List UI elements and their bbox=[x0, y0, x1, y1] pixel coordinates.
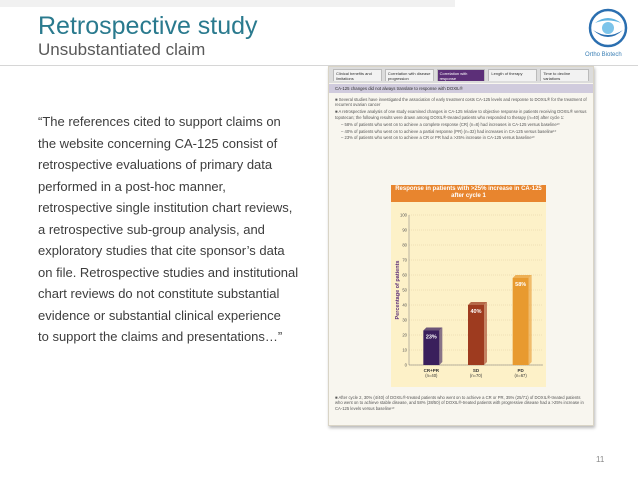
x-tick-label: PD bbox=[518, 368, 525, 373]
quote-line: chart reviews do not constitute substant… bbox=[38, 286, 280, 301]
website-footnote: ■ After cycle 2, 30% (4/40) of DOXIL®-tr… bbox=[335, 395, 584, 411]
body-bullet: ■ A retrospective analysis of one study … bbox=[335, 109, 587, 120]
bar-value-label: 23% bbox=[426, 335, 437, 341]
y-tick-label: 0 bbox=[405, 363, 408, 368]
y-tick-label: 10 bbox=[402, 348, 407, 353]
quote-line: evidence or substantial clinical experie… bbox=[38, 307, 281, 323]
y-tick-label: 30 bbox=[402, 318, 407, 323]
bar-top bbox=[512, 275, 532, 278]
slide-subtitle: Unsubstantiated claim bbox=[38, 40, 206, 59]
quote-line: a retrospective sub-group analysis, and bbox=[38, 221, 265, 237]
x-tick-sublabel: (n=40) bbox=[425, 373, 438, 378]
quote-line: on file. Retrospective studies and insti… bbox=[38, 264, 299, 280]
bar-side bbox=[528, 275, 532, 365]
x-tick-sublabel: (n=67) bbox=[515, 373, 528, 378]
tab-response: Correlation with response bbox=[436, 69, 486, 81]
x-tick-label: CR+PR bbox=[424, 368, 440, 373]
quote-line: performed in a post-hoc manner, bbox=[38, 178, 226, 194]
y-axis-label: Percentage of patients bbox=[395, 261, 401, 320]
company-logo-icon bbox=[588, 8, 628, 48]
website-screenshot: Clinical benefits and limitations Correl… bbox=[328, 66, 594, 426]
tab-clinical-benefits: Clinical benefits and limitations bbox=[333, 69, 382, 81]
y-tick-label: 20 bbox=[402, 333, 407, 338]
quote-text: “The references cited to support claims … bbox=[38, 111, 323, 348]
logo-wordmark: Ortho Biotech bbox=[585, 52, 622, 58]
bar-top bbox=[423, 327, 443, 331]
y-tick-label: 70 bbox=[402, 258, 407, 263]
quote-line: exploratory studies that cite sponsor’s … bbox=[38, 243, 285, 258]
y-tick-label: 40 bbox=[402, 303, 407, 308]
x-tick-sublabel: (n=70) bbox=[470, 373, 483, 378]
x-tick-label: SD bbox=[473, 368, 480, 373]
tab-disease-progression: Correlation with disease progression bbox=[384, 69, 434, 81]
website-tab-bar: Clinical benefits and limitations Correl… bbox=[329, 67, 593, 83]
chart-title: Response in patients with >25% increase … bbox=[391, 185, 546, 202]
quote-line: to support the claims and presentations…… bbox=[38, 329, 283, 344]
page-number: 11 bbox=[596, 455, 605, 464]
quote-line: retrospective single institution chart r… bbox=[38, 200, 293, 215]
body-sub-bullet: – 23% of patients who went on to achieve… bbox=[341, 135, 535, 141]
bar bbox=[468, 305, 484, 365]
quote-line: the website concerning CA-125 consist of bbox=[38, 135, 278, 151]
bar bbox=[512, 278, 529, 365]
y-tick-label: 80 bbox=[402, 243, 407, 248]
body-bullet: ■ Several studies have investigated the … bbox=[335, 97, 587, 108]
bar-value-label: 58% bbox=[515, 282, 526, 288]
bar-value-label: 40% bbox=[470, 309, 481, 315]
top-accent-bar bbox=[0, 0, 455, 7]
quote-line: retrospective evaluations of primary dat… bbox=[38, 157, 273, 172]
bar-top bbox=[468, 302, 487, 305]
quote-line: “The references cited to support claims … bbox=[38, 114, 281, 129]
body-sub-bullet: – 40% of patients who went on to achieve… bbox=[341, 128, 557, 134]
y-tick-label: 50 bbox=[402, 288, 407, 293]
website-section-header: CA-125 changes did not always translate … bbox=[329, 84, 593, 93]
y-tick-label: 90 bbox=[402, 228, 407, 233]
bar bbox=[423, 330, 440, 365]
bar-side bbox=[439, 327, 443, 365]
tab-length-of-therapy: Length of therapy bbox=[488, 69, 538, 81]
title-divider bbox=[0, 65, 638, 66]
bar-chart: Percentage of patients 0 10 20 30 40 50 60 70 80 9… bbox=[395, 213, 543, 378]
website-body-text: ■ Several studies have investigated the … bbox=[335, 97, 587, 142]
bar-side bbox=[484, 302, 487, 365]
body-sub-bullet: – 58% of patients who went on to achieve… bbox=[341, 121, 560, 127]
y-tick-label: 100 bbox=[400, 213, 408, 218]
tab-time-to-decline: Time to decline variations bbox=[540, 69, 589, 81]
slide-title: Retrospective study bbox=[38, 12, 258, 40]
y-tick-label: 60 bbox=[402, 273, 407, 278]
